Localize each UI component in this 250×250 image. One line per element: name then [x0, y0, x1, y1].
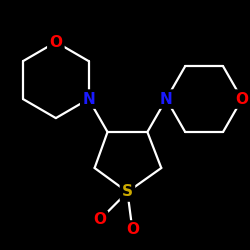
Text: O: O [93, 212, 106, 228]
Text: N: N [82, 92, 95, 106]
Text: N: N [160, 92, 173, 106]
Text: O: O [126, 222, 139, 238]
Text: S: S [122, 184, 133, 200]
Text: O: O [49, 34, 62, 50]
Text: O: O [236, 92, 248, 106]
